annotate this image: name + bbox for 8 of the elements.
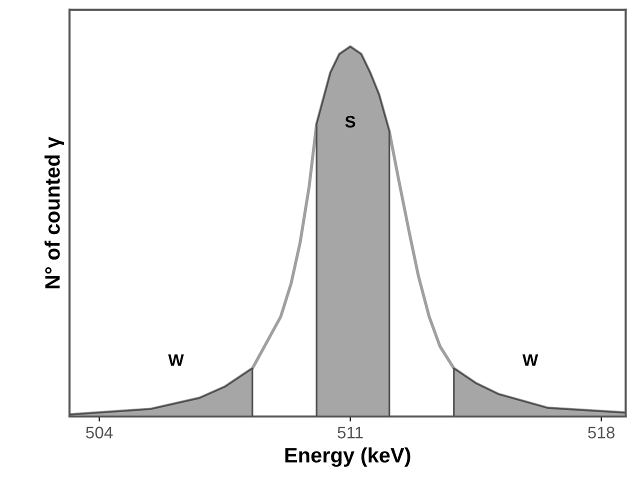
x-tick-label: 504 (86, 426, 113, 438)
x-axis-title: Energy (keV) (285, 447, 410, 467)
annotation: W (168, 354, 184, 366)
x-tick-label: 511 (338, 426, 363, 438)
annotation: S (345, 116, 356, 128)
x-tick-label: 518 (588, 426, 614, 438)
y-axis-title: N° of counted γ (44, 136, 64, 288)
annotation: W (522, 354, 538, 366)
